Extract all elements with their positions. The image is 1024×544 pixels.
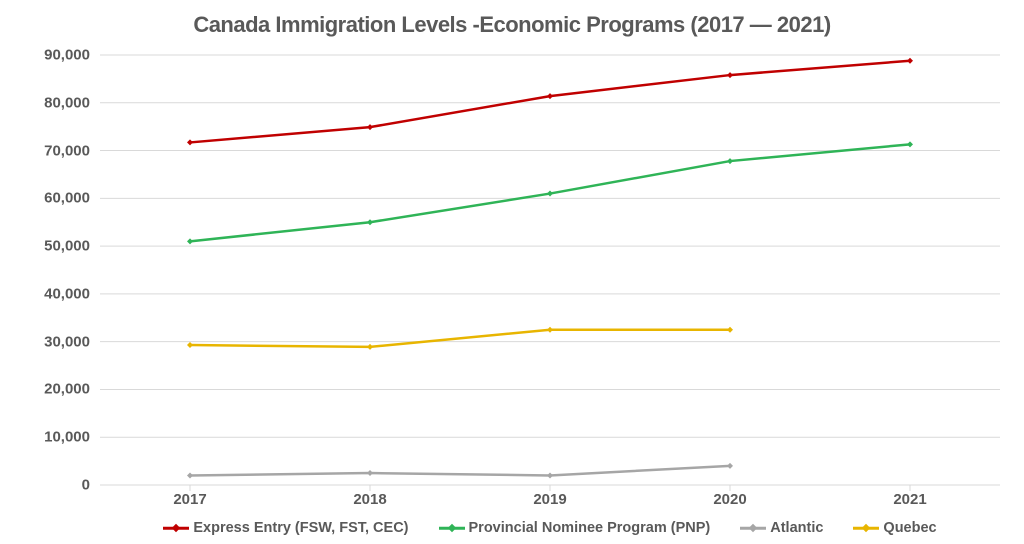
plot-area: 010,00020,00030,00040,00050,00060,00070,… xyxy=(100,55,1000,485)
y-axis-label: 50,000 xyxy=(44,238,100,255)
series-marker xyxy=(367,124,373,130)
y-axis-label: 80,000 xyxy=(44,94,100,111)
legend-label: Express Entry (FSW, FST, CEC) xyxy=(193,520,408,536)
legend-swatch-icon xyxy=(439,522,465,534)
y-axis-label: 30,000 xyxy=(44,333,100,350)
series-marker xyxy=(907,58,913,64)
y-axis-label: 90,000 xyxy=(44,47,100,64)
legend-label: Quebec xyxy=(883,520,936,536)
series-line xyxy=(190,61,910,143)
legend-item: Provincial Nominee Program (PNP) xyxy=(439,520,711,536)
series-marker xyxy=(187,342,193,348)
series-marker xyxy=(187,139,193,145)
y-axis-label: 20,000 xyxy=(44,381,100,398)
series-marker xyxy=(727,463,733,469)
series-marker xyxy=(727,72,733,78)
series-marker xyxy=(547,191,553,197)
y-axis-label: 40,000 xyxy=(44,285,100,302)
legend-label: Atlantic xyxy=(770,520,823,536)
legend-swatch-icon xyxy=(163,522,189,534)
y-axis-label: 60,000 xyxy=(44,190,100,207)
series-marker xyxy=(907,141,913,147)
series-marker xyxy=(367,470,373,476)
y-axis-label: 10,000 xyxy=(44,429,100,446)
legend-swatch-icon xyxy=(740,522,766,534)
y-axis-label: 70,000 xyxy=(44,142,100,159)
series-marker xyxy=(367,344,373,350)
series-marker xyxy=(547,472,553,478)
series-line xyxy=(190,330,730,347)
legend-item: Atlantic xyxy=(740,520,823,536)
legend: Express Entry (FSW, FST, CEC) Provincial … xyxy=(100,520,1000,536)
legend-swatch-icon xyxy=(853,522,879,534)
chart-title: Canada Immigration Levels -Economic Prog… xyxy=(0,0,1024,38)
series-marker xyxy=(727,327,733,333)
series-marker xyxy=(367,219,373,225)
series-marker xyxy=(547,93,553,99)
chart-svg xyxy=(100,55,1000,493)
legend-item: Quebec xyxy=(853,520,936,536)
series-marker xyxy=(727,158,733,164)
y-axis-label: 0 xyxy=(82,477,100,494)
legend-item: Express Entry (FSW, FST, CEC) xyxy=(163,520,408,536)
series-marker xyxy=(187,238,193,244)
series-marker xyxy=(187,472,193,478)
chart-container: Canada Immigration Levels -Economic Prog… xyxy=(0,0,1024,544)
legend-label: Provincial Nominee Program (PNP) xyxy=(469,520,711,536)
series-marker xyxy=(547,327,553,333)
series-line xyxy=(190,466,730,476)
